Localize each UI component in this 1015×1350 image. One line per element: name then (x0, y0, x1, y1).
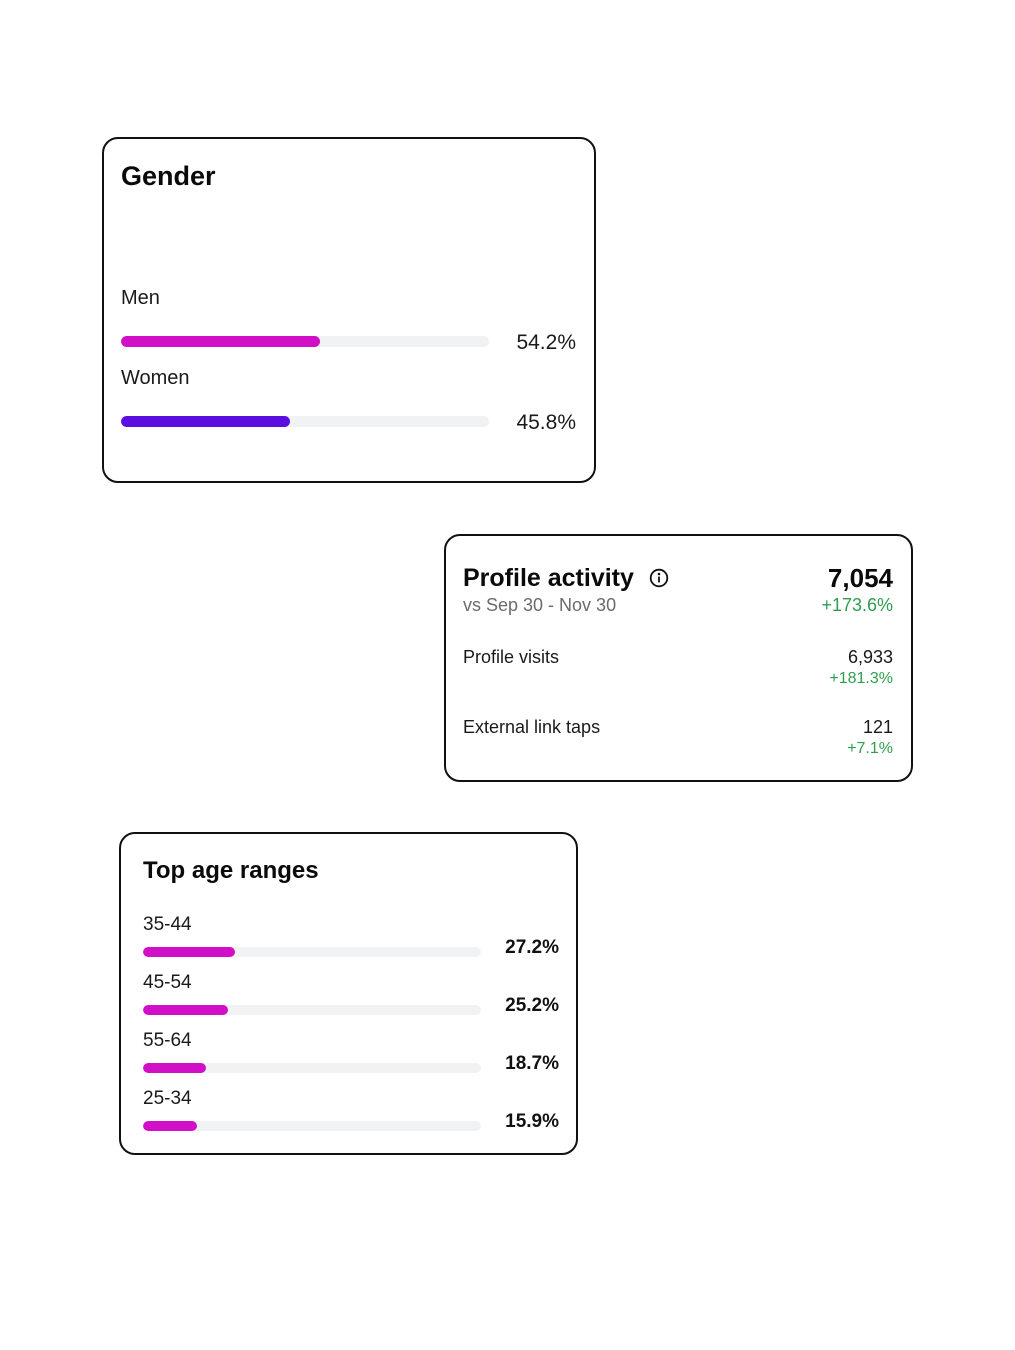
info-icon[interactable] (649, 568, 669, 588)
age-row: 35-44 27.2% (143, 914, 559, 960)
age-track (143, 947, 481, 957)
age-bar (143, 1063, 207, 1073)
gender-title: Gender (121, 161, 216, 191)
age-value: 27.2% (505, 937, 559, 958)
gender-label-women: Women (121, 367, 190, 389)
age-label: 25-34 (143, 1088, 192, 1109)
age-label: 45-54 (143, 972, 192, 993)
gender-row-men: Men 54.2% (121, 287, 581, 354)
age-bar (143, 947, 235, 957)
age-bar (143, 1121, 197, 1131)
metric-row-external-link-taps: External link taps 121 +7.1% (463, 707, 893, 757)
age-row: 55-64 18.7% (143, 1030, 559, 1076)
profile-activity-card: Profile activity vs Sep 30 - Nov 30 7,05… (444, 534, 913, 782)
gender-value-women: 45.8% (516, 411, 576, 434)
age-label: 55-64 (143, 1030, 192, 1051)
gender-label-men: Men (121, 287, 160, 309)
age-ranges-title: Top age ranges (143, 857, 319, 884)
age-row: 25-34 15.9% (143, 1088, 559, 1134)
metric-value: 6,933 (847, 647, 893, 667)
age-value: 15.9% (505, 1111, 559, 1132)
gender-row-women: Women 45.8% (121, 367, 581, 434)
age-ranges-card: Top age ranges 35-44 27.2% 45-54 25.2% 5… (119, 832, 578, 1155)
profile-activity-date-range: vs Sep 30 - Nov 30 (463, 595, 617, 615)
age-track (143, 1063, 481, 1073)
gender-value-men: 54.2% (516, 331, 576, 354)
age-row: 45-54 25.2% (143, 972, 559, 1018)
gender-card: Gender Men 54.2% Women 45.8% (102, 137, 596, 483)
profile-activity-title: Profile activity (463, 564, 634, 592)
profile-activity-total: 7,054 (827, 563, 893, 593)
metric-row-profile-visits: Profile visits 6,933 +181.3% (463, 637, 893, 687)
gender-bar-men (121, 336, 321, 347)
metric-value: 121 (862, 717, 893, 737)
age-value: 18.7% (505, 1053, 559, 1074)
gender-bar-women (121, 416, 290, 427)
age-value: 25.2% (505, 995, 559, 1016)
metric-label: Profile visits (463, 647, 560, 667)
age-bar (143, 1005, 229, 1015)
gender-track-men (121, 336, 489, 347)
metric-label: External link taps (463, 717, 601, 737)
gender-track-women (121, 416, 489, 427)
metric-change: +7.1% (847, 740, 893, 757)
metric-change: +181.3% (829, 670, 893, 687)
age-label: 35-44 (143, 914, 192, 935)
age-track (143, 1121, 481, 1131)
profile-activity-change: +173.6% (821, 595, 893, 615)
age-track (143, 1005, 481, 1015)
